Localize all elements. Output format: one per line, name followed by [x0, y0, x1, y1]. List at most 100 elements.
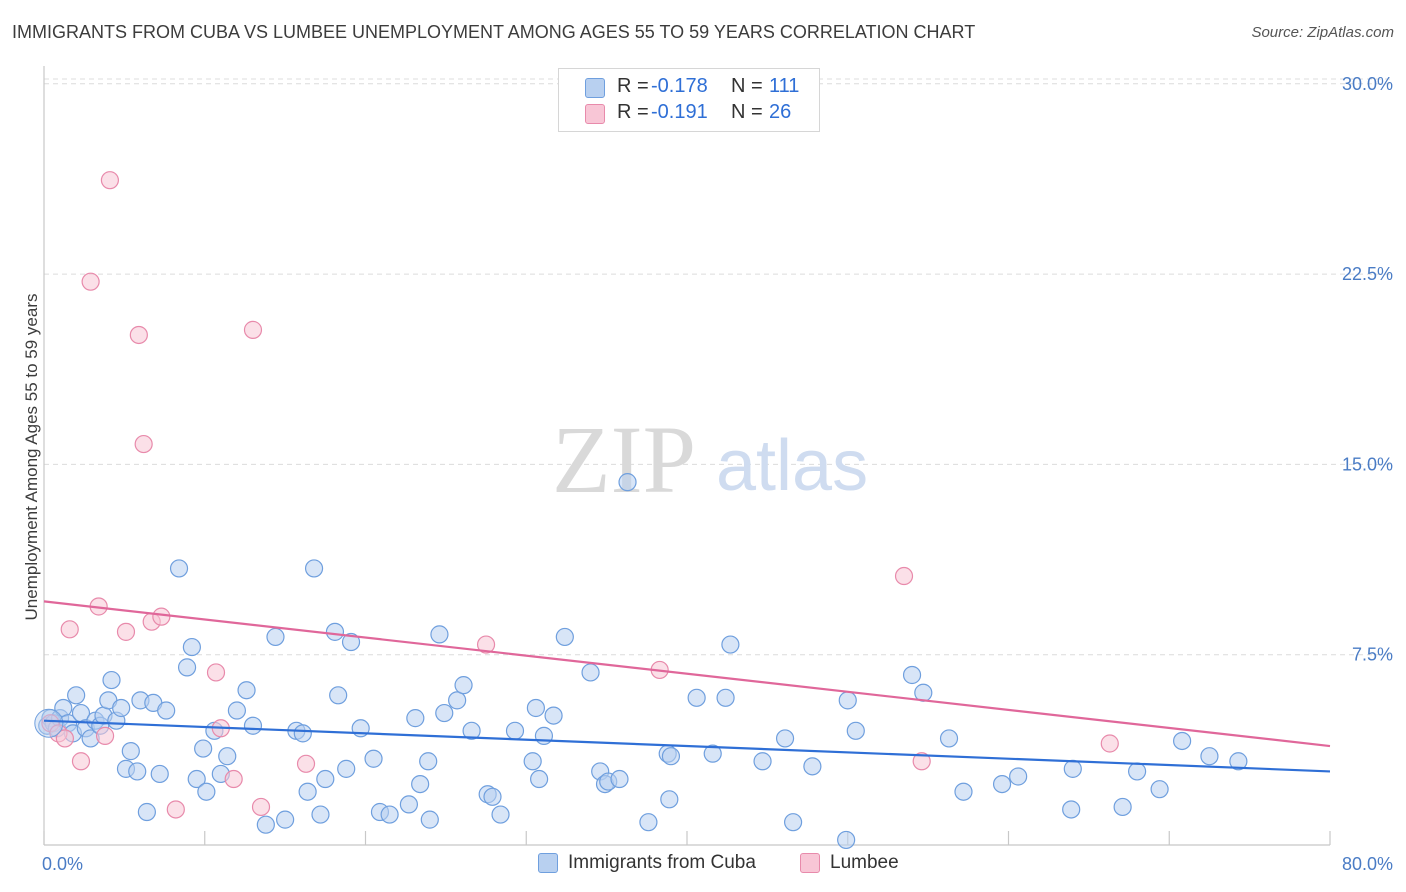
cuba-point — [194, 739, 213, 758]
lumbee-point — [166, 800, 185, 819]
cuba-point — [462, 721, 481, 740]
cuba-point — [954, 782, 973, 801]
r-value: -0.191 — [651, 101, 708, 123]
cuba-point — [555, 627, 574, 647]
cuba-point — [618, 473, 637, 492]
n-label: N = — [731, 101, 763, 123]
lumbee-point — [129, 325, 148, 345]
cuba-point — [276, 810, 295, 829]
cuba-point — [992, 775, 1012, 794]
cuba-point — [157, 701, 176, 720]
cuba-point — [753, 752, 772, 771]
cuba-point — [399, 795, 419, 814]
lumbee-point — [95, 726, 115, 745]
cuba-point — [581, 663, 600, 682]
cuba-point — [311, 805, 330, 824]
cuba-cluster-point — [34, 708, 64, 738]
cuba-point — [304, 559, 324, 578]
cuba-point — [218, 747, 237, 766]
cuba-point — [639, 813, 658, 832]
lumbee-point — [100, 171, 120, 190]
lumbee-swatch — [585, 104, 605, 124]
cuba-point — [150, 764, 169, 784]
watermark-zip: ZIP — [552, 406, 696, 513]
cuba-point — [660, 790, 679, 809]
cuba-point — [177, 658, 197, 677]
cuba-point — [523, 752, 542, 771]
cuba-point — [939, 729, 959, 748]
cuba-point — [293, 724, 312, 743]
cuba-point — [435, 703, 454, 723]
cuba-point — [454, 676, 473, 695]
cuba-point — [380, 805, 399, 824]
cuba-point — [128, 762, 147, 781]
cuba-point — [530, 769, 549, 789]
r-label: R = — [617, 101, 649, 123]
cuba-swatch — [538, 853, 558, 873]
lumbee-swatch — [800, 853, 820, 873]
lumbee-point — [55, 729, 74, 748]
lumbee-point — [296, 754, 316, 773]
cuba-point — [544, 706, 563, 725]
cuba-point — [420, 810, 439, 829]
chart-title: IMMIGRANTS FROM CUBA VS LUMBEE UNEMPLOYM… — [12, 22, 976, 42]
cuba-point — [364, 749, 383, 768]
source-credit: Source: ZipAtlas.com — [1251, 24, 1394, 41]
lumbee-point — [1100, 734, 1119, 753]
cuba-point — [197, 782, 216, 801]
cuba-point — [406, 709, 425, 728]
cuba-point — [687, 688, 706, 707]
lumbee-point — [224, 769, 243, 789]
lumbee-trend-line — [43, 600, 1331, 748]
cuba-point — [837, 830, 856, 850]
cuba-point — [1150, 780, 1169, 799]
cuba-point — [610, 769, 629, 789]
cuba-point — [256, 815, 275, 834]
lumbee-point — [60, 620, 79, 639]
cuba-point — [902, 665, 922, 685]
cuba-point — [775, 729, 795, 748]
cuba-point — [341, 632, 361, 652]
cuba-point — [1127, 762, 1147, 781]
cuba-point — [721, 635, 740, 654]
y-tick-label: 30.0% — [1342, 74, 1393, 94]
cuba-point — [137, 802, 156, 822]
cuba-point — [112, 698, 131, 718]
cuba-point — [430, 625, 449, 644]
legend-label-cuba: Immigrants from Cuba — [568, 852, 756, 873]
cuba-point — [121, 742, 140, 761]
cuba-point — [316, 769, 335, 789]
cuba-point — [182, 637, 201, 657]
n-value: 111 — [769, 75, 800, 97]
cuba-point — [243, 716, 263, 735]
cuba-point — [491, 805, 510, 824]
lumbee-point — [206, 663, 226, 682]
cuba-point — [298, 782, 317, 801]
cuba-point — [448, 691, 467, 710]
cuba-point — [803, 757, 822, 776]
lumbee-point — [894, 566, 914, 586]
lumbee-point — [116, 622, 136, 641]
n-value: 26 — [769, 101, 792, 123]
cuba-point — [483, 787, 502, 806]
lumbee-point — [251, 797, 271, 817]
y-tick-label: 22.5% — [1342, 264, 1393, 284]
legend-label-lumbee: Lumbee — [830, 852, 899, 873]
cuba-point — [419, 752, 438, 771]
lumbee-point — [912, 752, 931, 771]
lumbee-point — [476, 635, 496, 654]
cuba-trend-line — [43, 719, 1331, 773]
cuba-point — [846, 721, 865, 740]
y-axis-label: Unemployment Among Ages 55 to 59 years — [22, 294, 41, 621]
grid-lines — [44, 78, 1394, 656]
cuba-point — [1200, 747, 1219, 766]
lumbee-point — [134, 434, 153, 454]
cuba-point — [661, 747, 681, 766]
r-label: R = — [617, 75, 649, 97]
watermark: ZIP atlas — [552, 406, 868, 513]
cuba-point — [1229, 752, 1248, 771]
cuba-point — [187, 769, 206, 789]
lumbee-point — [71, 752, 91, 771]
cuba-point — [266, 627, 285, 647]
